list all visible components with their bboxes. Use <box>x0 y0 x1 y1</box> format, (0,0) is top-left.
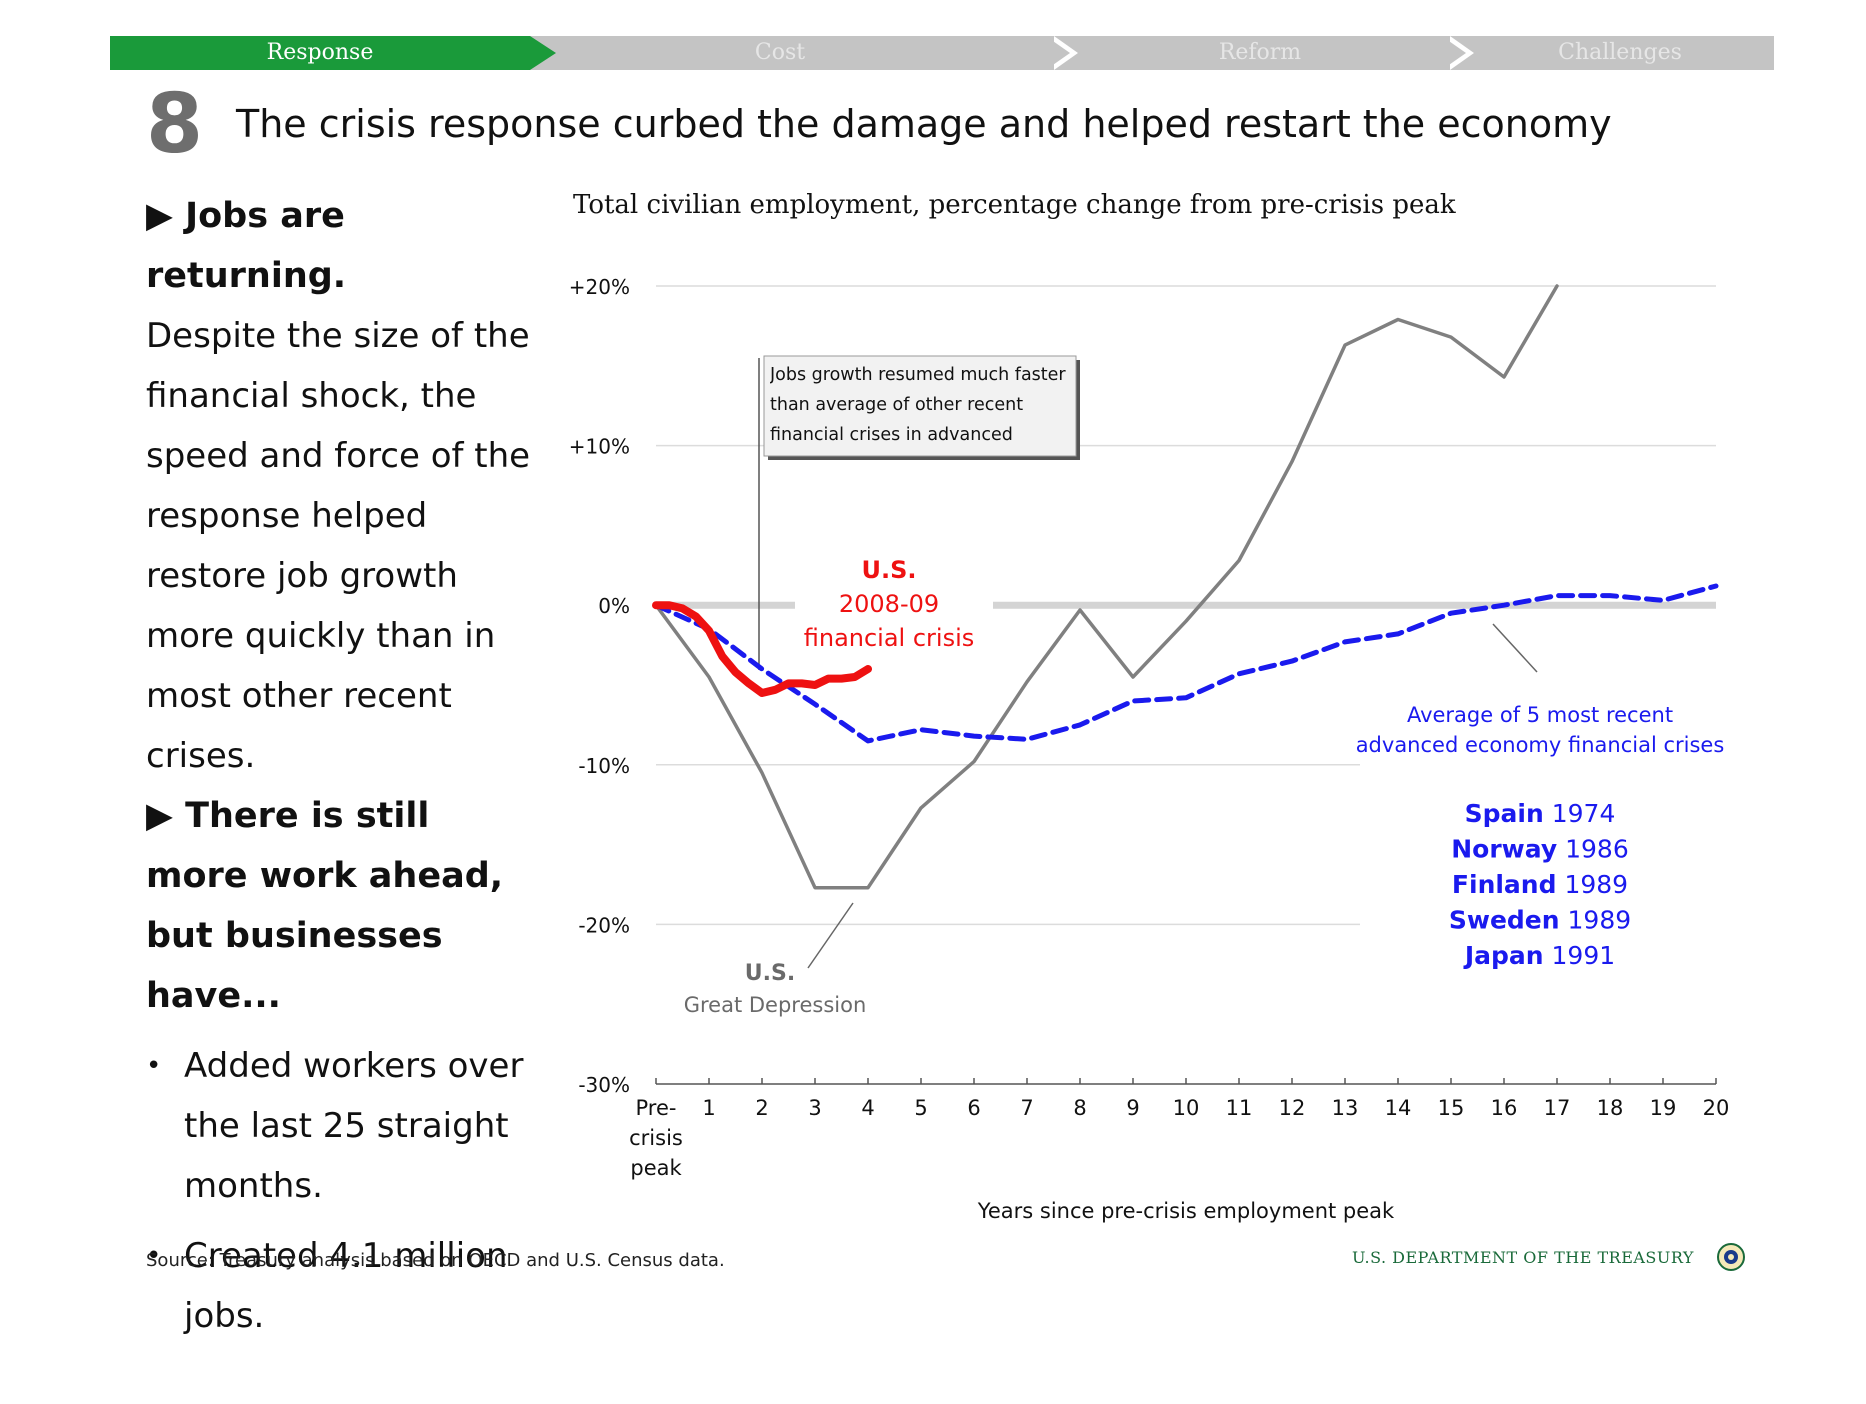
bullet-text: Created 4.1 million jobs. <box>184 1236 508 1336</box>
crisis-country: Japan <box>1463 941 1544 970</box>
nav-active-arrow <box>530 36 556 70</box>
x-tick-label: 5 <box>914 1096 927 1120</box>
y-tick-label: -30% <box>578 1073 630 1097</box>
y-tick-label: 0% <box>598 594 630 618</box>
nav-step-challenges[interactable]: Challenges <box>1558 40 1682 65</box>
x-tick-label: 10 <box>1173 1096 1200 1120</box>
x-tick-label: 9 <box>1126 1096 1139 1120</box>
callout-box <box>763 355 1077 457</box>
crisis-entry: Norway 1986 <box>1451 835 1629 864</box>
crisis-year: 1991 <box>1544 941 1616 970</box>
x-tick-label: 8 <box>1073 1096 1086 1120</box>
great-depression-pointer <box>807 902 854 969</box>
crisis-country: Spain <box>1465 799 1544 828</box>
callout: Jobs growth resumed much faster than ave… <box>758 355 1080 670</box>
bullet-dot-icon: • <box>146 1241 162 1271</box>
callout-text-holder: Jobs growth resumed much faster than ave… <box>770 365 1066 456</box>
x-tick-label: 7 <box>1020 1096 1033 1120</box>
crisis-year: 1986 <box>1557 835 1629 864</box>
series-line-0 <box>654 284 1559 890</box>
heading-more-work: ▶ There is still more work ahead, but bu… <box>146 796 504 1016</box>
left-text-column: ▶ Jobs are returning. Despite the size o… <box>146 186 536 1346</box>
x-tick-label: 3 <box>808 1096 821 1120</box>
treasury-footer: U.S. DEPARTMENT OF THE TREASURY <box>1352 1248 1694 1267</box>
bullet-item: • Created 4.1 million jobs. <box>146 1226 536 1346</box>
nav-chevron-inner <box>1050 39 1070 67</box>
series-line-1 <box>653 583 1719 744</box>
x-tick-label: 11 <box>1226 1096 1253 1120</box>
x-tick-label: 18 <box>1597 1096 1624 1120</box>
great-depression-label-name: Great Depression <box>684 993 867 1017</box>
us-crisis-label-bold: U.S. <box>861 556 916 584</box>
x-tick-label: 13 <box>1332 1096 1359 1120</box>
crisis-year: 1989 <box>1557 870 1629 899</box>
callout-text: Jobs growth resumed much faster than ave… <box>770 365 1066 456</box>
crisis-entry: Spain 1974 <box>1465 799 1616 828</box>
crisis-entry: Finland 1989 <box>1452 870 1628 899</box>
series-line-2 <box>652 601 872 697</box>
x-axis-title: Years since pre-crisis employment peak <box>977 1199 1395 1223</box>
y-axis-labels: +20% +10% 0% -10% -20% -30% <box>569 275 630 1097</box>
x-tick-label: 15 <box>1438 1096 1465 1120</box>
source-note: Source: Treasury analysis based on OECD … <box>146 1250 725 1271</box>
x-tick-label: 2 <box>755 1096 768 1120</box>
nav-step-response[interactable]: Response <box>266 40 374 65</box>
average-label-line2: advanced economy financial crises <box>1356 733 1725 757</box>
y-tick-label: +20% <box>569 275 630 299</box>
us-crisis-label-years: 2008-09 <box>839 590 939 618</box>
chart-annotations: U.S. 2008-09 financial crisis U.S. Great… <box>684 556 1725 1017</box>
nav-step-cost[interactable]: Cost <box>754 40 806 65</box>
x-tick-label: 6 <box>967 1096 980 1120</box>
x-tick-label-line: peak <box>630 1156 682 1180</box>
crisis-year: 1989 <box>1560 906 1632 935</box>
x-tick-label-line: crisis <box>629 1126 683 1150</box>
nav-chevron-inner <box>1446 39 1466 67</box>
x-tick-label-line: Pre- <box>636 1096 677 1120</box>
nav-active-background <box>110 36 530 70</box>
paragraph-jobs: Despite the size of the financial shock,… <box>146 316 531 776</box>
nav-step-reform[interactable]: Reform <box>1218 40 1302 65</box>
y-tick-label: +10% <box>569 435 630 459</box>
y-tick-label: -20% <box>578 913 630 937</box>
bullet-dot-icon: • <box>146 1051 162 1081</box>
heading-jobs-returning: ▶ Jobs are returning. <box>146 196 347 296</box>
progress-nav: Response Cost Reform Challenges <box>110 36 1774 70</box>
crisis-country: Sweden <box>1449 906 1560 935</box>
crisis-country: Norway <box>1451 835 1557 864</box>
chart-series <box>652 284 1719 890</box>
slide-number: 8 <box>146 77 204 172</box>
bullet-text: Added workers over the last 25 straight … <box>184 1046 524 1206</box>
crisis-country: Finland <box>1452 870 1557 899</box>
slide-title: The crisis response curbed the damage an… <box>236 102 1612 146</box>
x-tick-label: 19 <box>1650 1096 1677 1120</box>
us-crisis-label-name: financial crisis <box>804 624 975 652</box>
chart-title: Total civilian employment, percentage ch… <box>573 190 1456 220</box>
y-tick-label: -10% <box>578 754 630 778</box>
x-tick-label: 17 <box>1544 1096 1571 1120</box>
x-tick-label: Pre-crisis peak <box>629 1096 683 1180</box>
bullet-item: • Added workers over the last 25 straigh… <box>146 1036 536 1216</box>
average-label-line1: Average of 5 most recent <box>1407 703 1673 727</box>
crisis-entry: Japan 1991 <box>1463 941 1615 970</box>
great-depression-label-bold: U.S. <box>745 961 795 986</box>
crisis-year: 1974 <box>1544 799 1616 828</box>
x-tick-label: 20 <box>1703 1096 1730 1120</box>
x-tick-label: 12 <box>1279 1096 1306 1120</box>
x-tick-label: 14 <box>1385 1096 1412 1120</box>
crisis-entry: Sweden 1989 <box>1449 906 1631 935</box>
x-tick-label: 4 <box>861 1096 874 1120</box>
treasury-seal-icon <box>1717 1243 1745 1271</box>
chart-grid <box>656 285 1716 926</box>
x-tick-label: 16 <box>1491 1096 1518 1120</box>
average-pointer <box>1492 623 1538 673</box>
x-tick-label: 1 <box>702 1096 715 1120</box>
